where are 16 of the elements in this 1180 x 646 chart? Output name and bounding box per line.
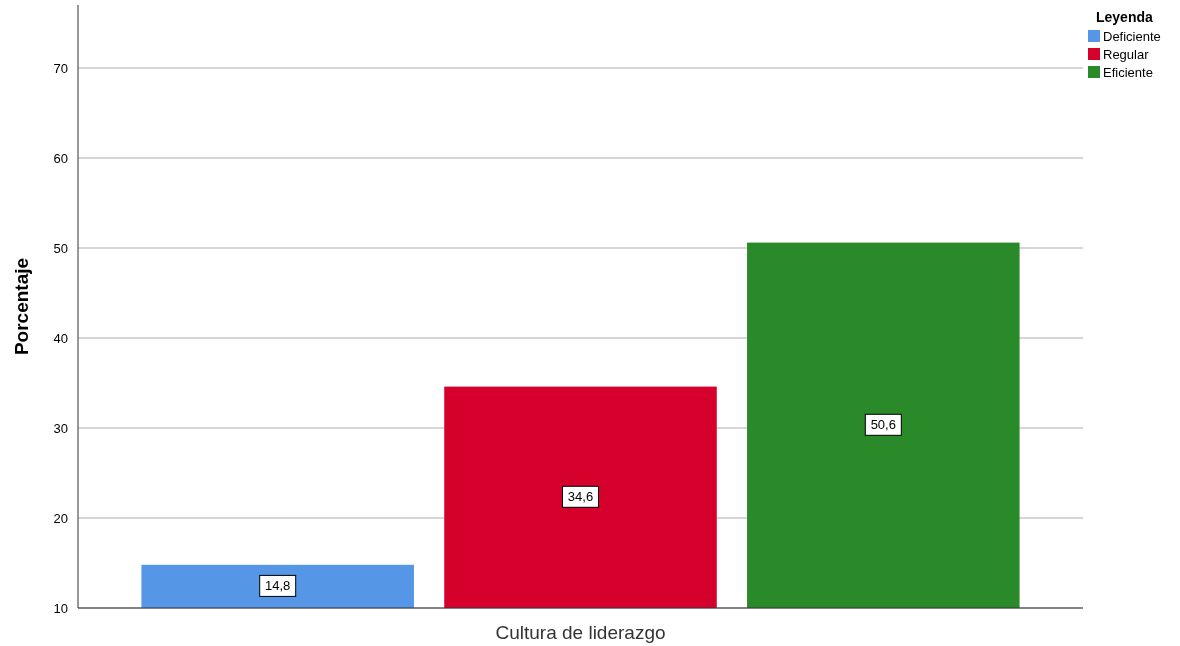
y-tick-label: 30: [53, 421, 68, 436]
legend-title: Leyenda: [1096, 9, 1154, 25]
y-tick-label: 60: [53, 151, 68, 166]
y-tick-label: 20: [53, 511, 68, 526]
legend-label: Regular: [1103, 47, 1150, 62]
y-axis-title: Porcentaje: [11, 257, 32, 356]
data-label: 34,6: [567, 489, 594, 505]
y-tick-label: 40: [53, 331, 68, 346]
x-tick-label: Cultura de liderazgo: [495, 622, 666, 643]
data-label: 50,6: [870, 417, 896, 433]
legend-label: Deficiente: [1103, 29, 1161, 44]
data-label: 14,8: [265, 578, 291, 594]
y-tick-label: 70: [53, 61, 68, 76]
legend-label: Eficiente: [1103, 65, 1153, 80]
y-tick-label: 50: [53, 241, 68, 256]
y-tick-label: 10: [53, 601, 68, 616]
